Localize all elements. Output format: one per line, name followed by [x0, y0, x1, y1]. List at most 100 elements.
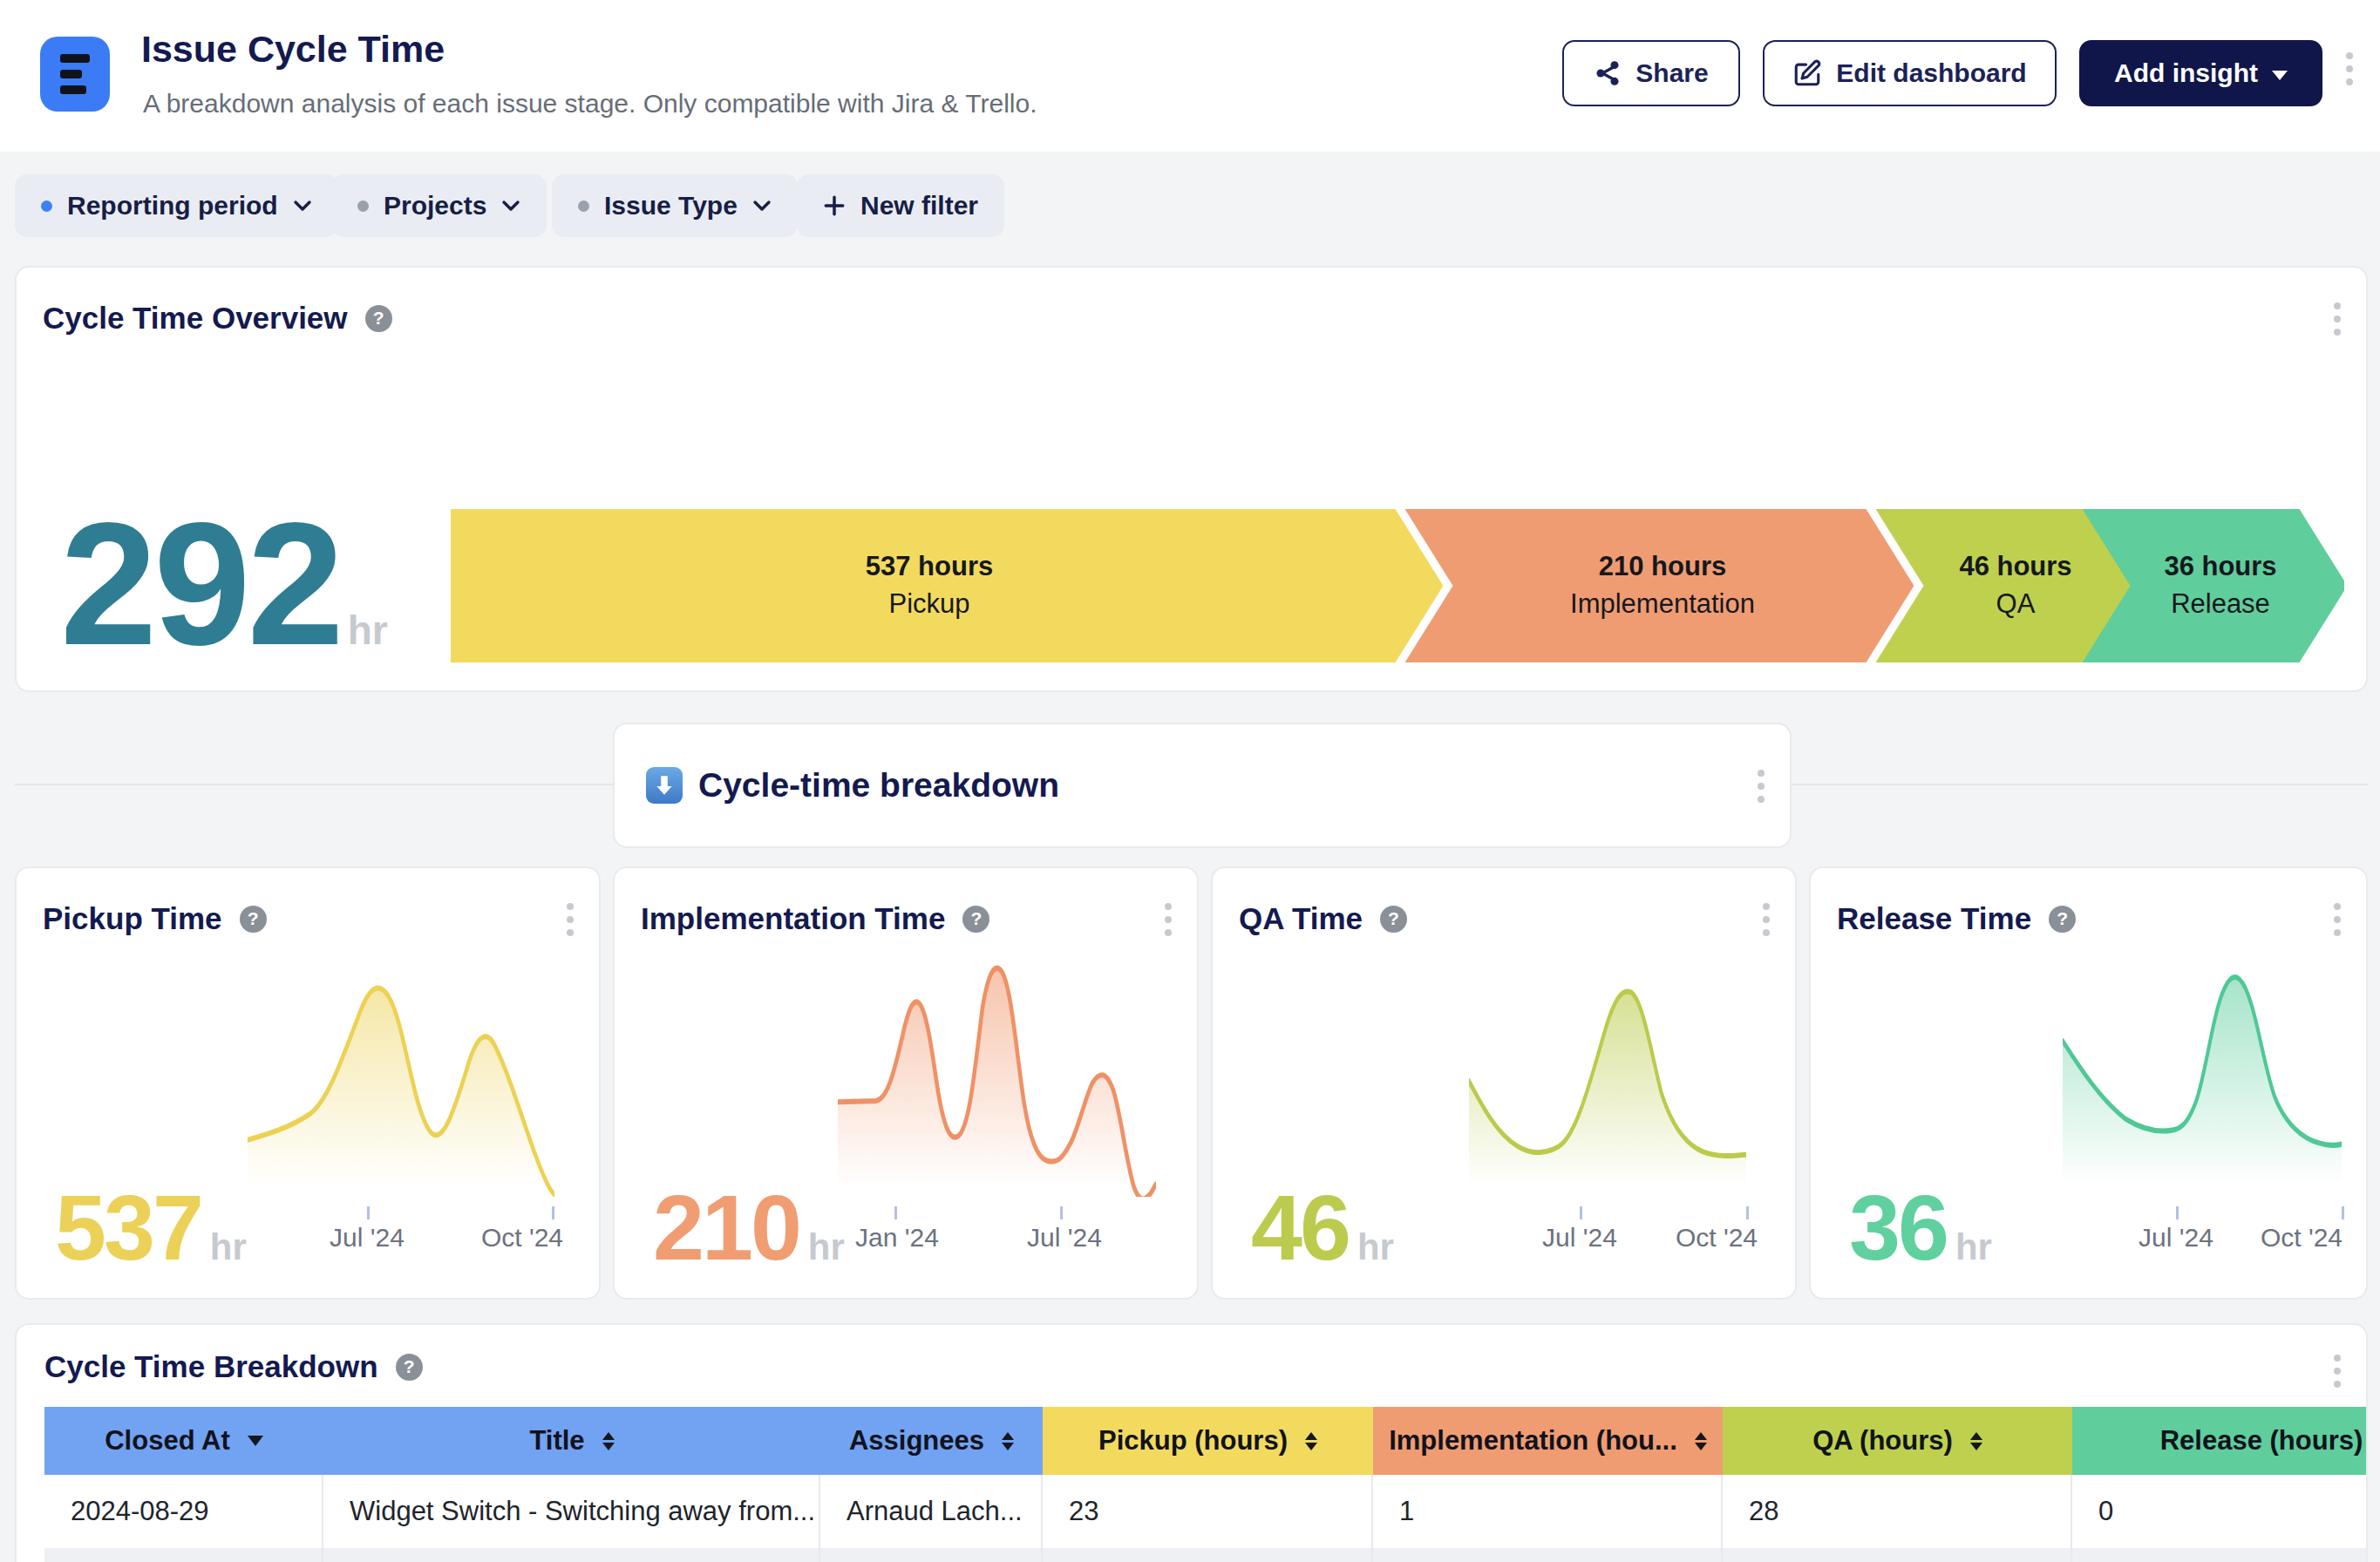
column-label: Assignees — [849, 1425, 984, 1457]
x-tick — [894, 1206, 897, 1219]
card-menu-kebab-icon[interactable] — [1762, 903, 1771, 936]
stage-name: Implementation — [1570, 586, 1755, 623]
card-title: QA Time — [1239, 901, 1363, 936]
cycle-time-overview-card: Cycle Time Overview ? 292 hr 537 hours P… — [15, 266, 2368, 692]
x-tick — [2176, 1206, 2179, 1219]
card-title: Pickup Time — [43, 901, 222, 936]
edit-dashboard-button[interactable]: Edit dashboard — [1763, 40, 2057, 106]
stage-name: Release — [2164, 586, 2276, 623]
x-axis-label: Jul '24 — [330, 1223, 405, 1253]
share-button[interactable]: Share — [1562, 40, 1740, 106]
caret-down-icon — [2272, 71, 2288, 80]
filter-label: Projects — [384, 191, 486, 221]
sort-icon — [1002, 1432, 1014, 1450]
edit-dashboard-label: Edit dashboard — [1836, 58, 2026, 88]
cell-pickup: 23 — [1043, 1475, 1373, 1548]
metric-unit: hr — [808, 1226, 845, 1268]
down-arrow-emoji-icon — [646, 767, 683, 804]
help-icon[interactable]: ? — [2049, 906, 2076, 933]
table-row-partial[interactable] — [44, 1548, 2368, 1562]
card-menu-kebab-icon[interactable] — [566, 903, 575, 936]
metric-value: 537 — [55, 1184, 201, 1272]
x-axis-label: Jan '24 — [855, 1223, 939, 1253]
cell-closed-at: 2024-08-29 — [44, 1475, 323, 1548]
filter-projects[interactable]: Projects — [331, 174, 547, 237]
funnel-stage-release: 36 hours Release — [2164, 548, 2276, 623]
filter-label: Issue Type — [604, 191, 738, 221]
stage-hours: 36 hours — [2164, 548, 2276, 586]
share-label: Share — [1635, 58, 1708, 88]
cycle-time-breakdown-banner: Cycle-time breakdown — [613, 723, 1792, 848]
stage-name: Pickup — [866, 586, 993, 623]
page-subtitle: A breakdown analysis of each issue stage… — [143, 89, 1037, 119]
stage-hours: 210 hours — [1570, 548, 1755, 586]
stage-hours: 46 hours — [1959, 548, 2071, 586]
table-header-row: Closed At Title Assignees Pickup (hours)… — [44, 1407, 2368, 1475]
help-icon[interactable]: ? — [396, 1354, 423, 1381]
cell-release: 0 — [2072, 1475, 2368, 1548]
column-header-assignees[interactable]: Assignees — [820, 1407, 1043, 1475]
sort-icon — [1970, 1432, 1982, 1450]
cell-qa: 28 — [1723, 1475, 2072, 1548]
x-tick — [552, 1206, 554, 1219]
card-menu-kebab-icon[interactable] — [1757, 770, 1765, 803]
logo-bar — [60, 85, 86, 94]
cell-implementation: 1 — [1373, 1475, 1723, 1548]
card-title: Implementation Time — [641, 901, 945, 936]
chevron-down-icon — [293, 200, 312, 212]
implementation-time-card: Implementation Time ? Jan '24 Jul '24 21… — [613, 866, 1199, 1300]
app-logo[interactable] — [40, 37, 110, 112]
cell-assignees: Arnaud Lach... — [820, 1475, 1043, 1548]
help-icon[interactable]: ? — [365, 305, 392, 332]
filter-reporting-period[interactable]: Reporting period — [15, 174, 338, 237]
help-icon[interactable]: ? — [1380, 906, 1407, 933]
sort-desc-icon — [248, 1436, 263, 1446]
total-unit: hr — [348, 607, 388, 654]
sort-icon — [1305, 1432, 1317, 1450]
x-axis-label: Jul '24 — [1542, 1223, 1617, 1253]
card-title: Cycle Time Overview — [43, 301, 348, 336]
column-label: Closed At — [105, 1425, 230, 1457]
column-label: QA (hours) — [1812, 1425, 1953, 1457]
table-row[interactable]: 2024-08-29 Widget Switch - Switching awa… — [44, 1475, 2368, 1548]
pickup-sparkline-chart — [248, 944, 554, 1200]
column-header-qa[interactable]: QA (hours) — [1723, 1407, 2072, 1475]
release-time-card: Release Time ? Jul '24 Oct '24 36 hr — [1809, 866, 2368, 1300]
funnel-stage-implementation: 210 hours Implementation — [1570, 548, 1755, 623]
column-header-implementation[interactable]: Implementation (hou... — [1373, 1407, 1723, 1475]
filter-dot — [578, 200, 589, 212]
column-header-title[interactable]: Title — [323, 1407, 820, 1475]
x-tick — [2342, 1206, 2344, 1219]
new-filter-button[interactable]: New filter — [797, 174, 1004, 237]
filter-label: Reporting period — [67, 191, 278, 221]
x-tick — [1580, 1206, 1582, 1219]
sort-icon — [1695, 1432, 1707, 1450]
column-header-release[interactable]: Release (hours) — [2072, 1407, 2368, 1475]
page-menu-kebab-icon[interactable] — [2345, 52, 2354, 85]
column-label: Title — [529, 1425, 584, 1457]
funnel-stage-qa: 46 hours QA — [1959, 548, 2071, 623]
column-header-closed-at[interactable]: Closed At — [44, 1407, 323, 1475]
chevron-down-icon — [501, 200, 520, 212]
x-tick — [1060, 1206, 1063, 1219]
metric-unit: hr — [1357, 1226, 1394, 1268]
column-header-pickup[interactable]: Pickup (hours) — [1043, 1407, 1373, 1475]
release-sparkline-chart — [2063, 944, 2342, 1200]
filter-issue-type[interactable]: Issue Type — [552, 174, 798, 237]
help-icon[interactable]: ? — [962, 906, 989, 933]
card-menu-kebab-icon[interactable] — [2333, 302, 2342, 336]
table-title: Cycle Time Breakdown — [44, 1349, 378, 1384]
card-menu-kebab-icon[interactable] — [2333, 903, 2342, 936]
stage-hours: 537 hours — [866, 548, 993, 586]
column-label: Implementation (hou... — [1389, 1425, 1677, 1457]
add-insight-button[interactable]: Add insight — [2079, 40, 2322, 106]
metric-unit: hr — [1955, 1226, 1992, 1268]
card-menu-kebab-icon[interactable] — [1164, 903, 1173, 936]
help-icon[interactable]: ? — [240, 906, 267, 933]
card-title: Release Time — [1837, 901, 2031, 936]
card-menu-kebab-icon[interactable] — [2333, 1355, 2342, 1388]
top-bar: Issue Cycle Time A breakdown analysis of… — [0, 0, 2380, 152]
cycle-funnel-chart: 537 hours Pickup 210 hours Implementatio… — [451, 509, 2344, 662]
filter-dot — [357, 200, 369, 212]
new-filter-label: New filter — [860, 191, 978, 221]
